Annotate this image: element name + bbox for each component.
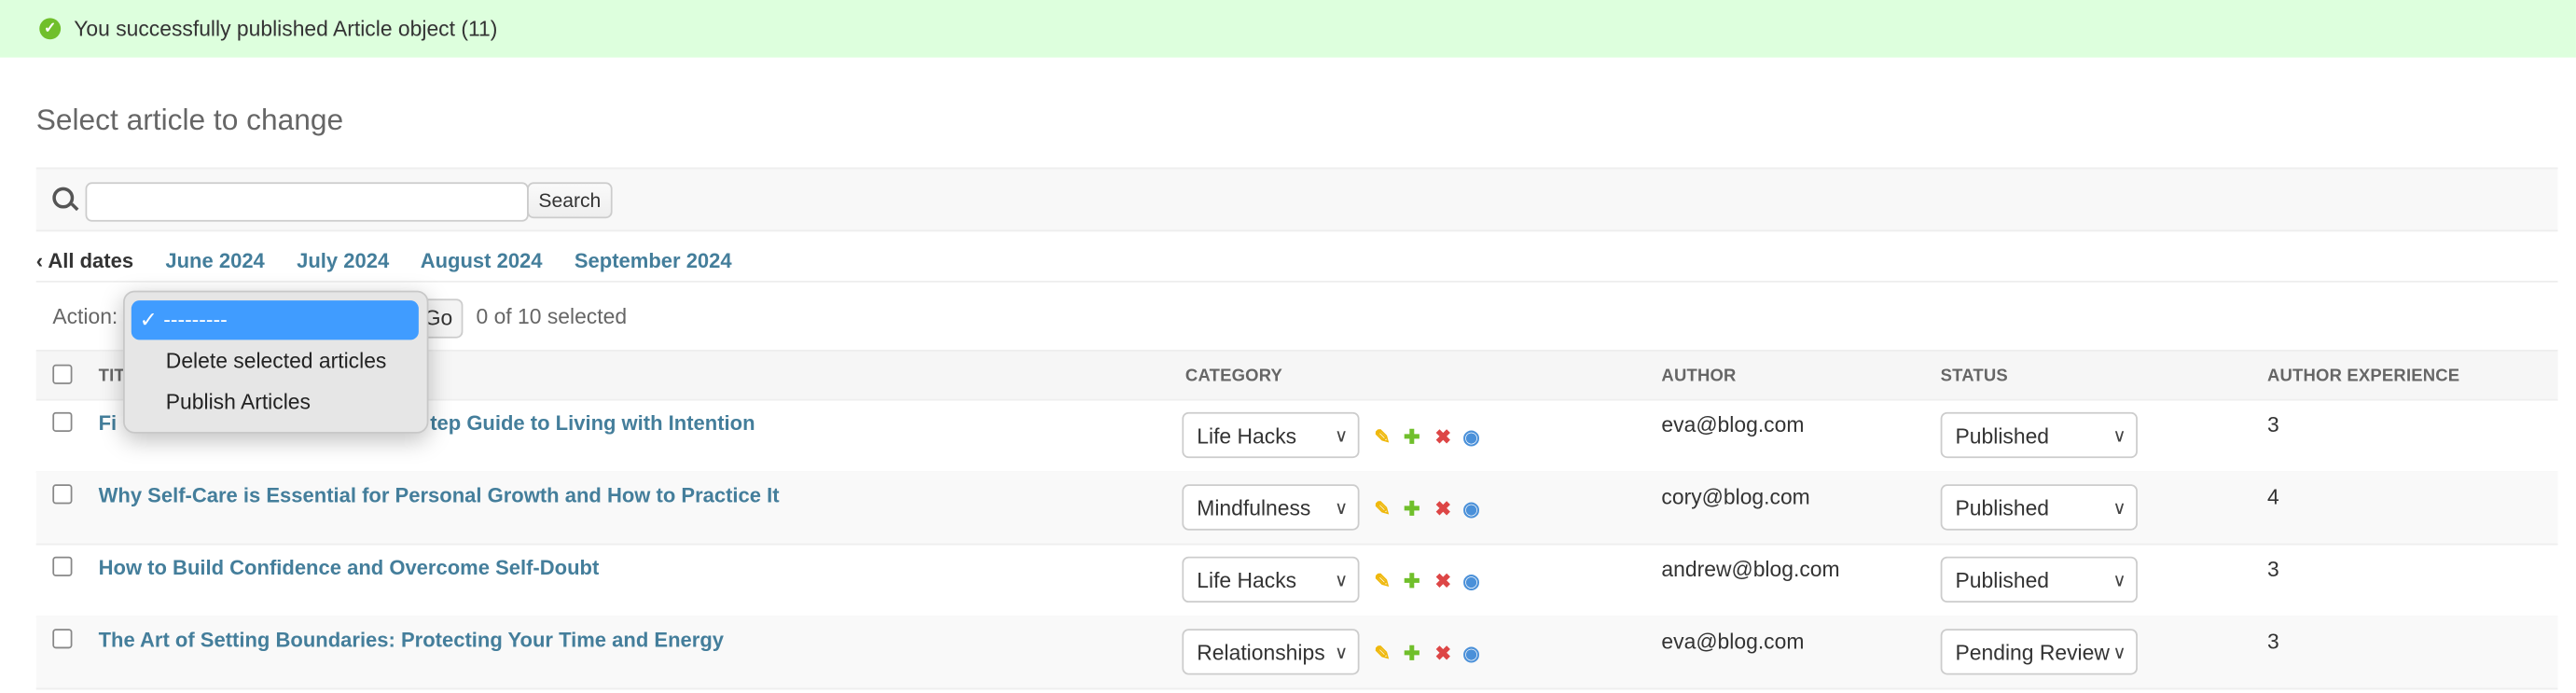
column-category[interactable]: CATEGORY (1184, 366, 1283, 386)
message-text: You successfully published Article objec… (74, 16, 498, 42)
status-value: Published (1955, 423, 2050, 449)
category-select[interactable]: Life Hacks ∨ (1182, 411, 1360, 459)
date-all[interactable]: ‹ All dates (35, 249, 134, 273)
edit-pencil-icon[interactable]: ✎ (1374, 497, 1392, 521)
divider (35, 281, 2558, 283)
add-plus-icon[interactable]: ✚ (1404, 424, 1420, 449)
date-august-2024[interactable]: August 2024 (420, 249, 543, 273)
author-email: eva@blog.com (1661, 629, 1805, 654)
delete-x-icon[interactable]: ✖ (1434, 424, 1452, 449)
article-title-link[interactable]: Fi (98, 411, 118, 436)
action-dropdown-menu[interactable]: ✓ --------- Delete selected articles Pub… (123, 290, 429, 434)
select-all-checkbox[interactable] (52, 364, 73, 384)
checkmark-icon: ✓ (139, 307, 158, 332)
page-title: Select article to change (35, 103, 344, 137)
date-june-2024[interactable]: June 2024 (165, 249, 265, 273)
view-eye-icon[interactable]: ◉ (1462, 642, 1480, 665)
add-plus-icon[interactable]: ✚ (1404, 497, 1420, 521)
table-header: TITLE CATEGORY AUTHOR STATUS AUTHOR EXPE… (35, 349, 2558, 401)
edit-pencil-icon[interactable]: ✎ (1374, 642, 1392, 665)
search-input[interactable] (85, 182, 529, 222)
category-value: Mindfulness (1197, 495, 1311, 521)
status-value: Published (1955, 568, 2050, 593)
row-checkbox[interactable] (52, 556, 73, 576)
edit-pencil-icon[interactable]: ✎ (1374, 424, 1392, 449)
chevron-down-icon: ∨ (1335, 426, 1349, 447)
status-value: Published (1955, 495, 2050, 521)
article-title-link-visible-part[interactable]: tep Guide to Living with Intention (430, 411, 755, 436)
author-email: andrew@blog.com (1661, 556, 1840, 582)
column-author[interactable]: AUTHOR (1661, 366, 1737, 386)
view-eye-icon[interactable]: ◉ (1462, 424, 1480, 449)
chevron-down-icon: ∨ (1335, 571, 1349, 591)
article-title-link[interactable]: Why Self-Care is Essential for Personal … (98, 484, 780, 507)
category-select[interactable]: Life Hacks ∨ (1182, 556, 1360, 603)
category-value: Life Hacks (1197, 423, 1297, 449)
status-select[interactable]: Pending Review ∨ (1940, 629, 2138, 675)
chevron-down-icon: ∨ (2112, 644, 2126, 664)
author-experience: 3 (2266, 556, 2279, 582)
row-checkbox[interactable] (52, 484, 73, 505)
status-value: Pending Review (1955, 640, 2110, 665)
table-row: Why Self-Care is Essential for Personal … (35, 471, 2558, 546)
selection-counter: 0 of 10 selected (476, 303, 628, 329)
view-eye-icon[interactable]: ◉ (1462, 569, 1480, 593)
view-eye-icon[interactable]: ◉ (1462, 497, 1480, 521)
row-checkbox[interactable] (52, 411, 73, 432)
delete-x-icon[interactable]: ✖ (1434, 497, 1452, 521)
delete-x-icon[interactable]: ✖ (1434, 569, 1452, 593)
author-experience: 3 (2266, 629, 2279, 654)
category-value: Relationships (1197, 640, 1325, 665)
add-plus-icon[interactable]: ✚ (1404, 642, 1420, 665)
author-experience: 4 (2266, 484, 2279, 509)
add-plus-icon[interactable]: ✚ (1404, 569, 1420, 593)
article-title-link[interactable]: The Art of Setting Boundaries: Protectin… (98, 629, 725, 652)
chevron-down-icon: ∨ (2112, 426, 2126, 447)
action-option-delete[interactable]: Delete selected articles (165, 348, 387, 373)
table-row: How to Build Confidence and Overcome Sel… (35, 544, 2558, 617)
category-value: Life Hacks (1197, 568, 1297, 593)
author-experience: 3 (2266, 411, 2279, 437)
action-option-label: --------- (163, 307, 228, 332)
column-author-experience[interactable]: AUTHOR EXPERIENCE (2266, 366, 2460, 386)
action-label: Action: (52, 303, 118, 329)
chevron-down-icon: ∨ (1335, 644, 1349, 664)
delete-x-icon[interactable]: ✖ (1434, 642, 1452, 665)
search-button[interactable]: Search (527, 182, 613, 219)
category-select[interactable]: Relationships ∨ (1182, 629, 1360, 675)
success-message: ✓ You successfully published Article obj… (0, 0, 2576, 58)
column-status[interactable]: STATUS (1940, 366, 2008, 386)
search-icon (52, 187, 75, 209)
author-email: cory@blog.com (1661, 484, 1810, 509)
status-select[interactable]: Published ∨ (1940, 484, 2138, 531)
chevron-down-icon: ∨ (1335, 499, 1349, 520)
row-checkbox[interactable] (52, 629, 73, 649)
chevron-down-icon: ∨ (2112, 499, 2126, 520)
date-september-2024[interactable]: September 2024 (574, 249, 732, 273)
date-july-2024[interactable]: July 2024 (297, 249, 390, 273)
article-title-link[interactable]: How to Build Confidence and Overcome Sel… (98, 556, 600, 580)
chevron-down-icon: ∨ (2112, 571, 2126, 591)
status-select[interactable]: Published ∨ (1940, 556, 2138, 603)
action-option-publish[interactable]: Publish Articles (165, 389, 311, 414)
date-hierarchy: ‹ All dates June 2024 July 2024 August 2… (36, 250, 758, 273)
action-option-selected[interactable]: ✓ --------- (131, 300, 419, 340)
table-row: Fi tep Guide to Living with Intention Li… (35, 399, 2558, 473)
edit-pencil-icon[interactable]: ✎ (1374, 569, 1392, 593)
table-row: The Art of Setting Boundaries: Protectin… (35, 616, 2558, 690)
status-select[interactable]: Published ∨ (1940, 411, 2138, 459)
check-circle-icon: ✓ (39, 18, 62, 40)
author-email: eva@blog.com (1661, 411, 1805, 437)
search-toolbar: Search (35, 167, 2558, 232)
category-select[interactable]: Mindfulness ∨ (1182, 484, 1360, 531)
